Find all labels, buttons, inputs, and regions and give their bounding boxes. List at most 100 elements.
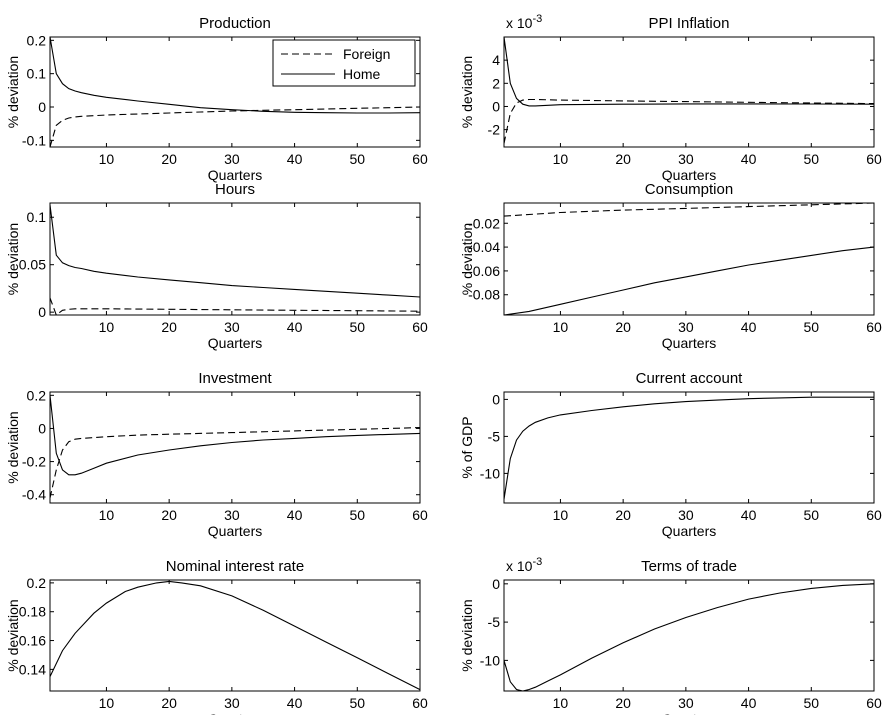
x-tick-label: 40 [287, 695, 303, 711]
y-tick-label: -0.2 [22, 454, 46, 470]
x-tick-label: 50 [349, 319, 365, 335]
x-tick-label: 60 [866, 151, 882, 167]
y-tick-label: -5 [488, 614, 501, 630]
chart-current-account: Current account 10 20 30 40 50 60 -10 -5 0 Quarter… [459, 370, 882, 539]
x-tick-label: 20 [615, 319, 631, 335]
x-tick-label: 50 [349, 151, 365, 167]
x-tick-label: 30 [224, 151, 240, 167]
y-tick-label: -0.04 [468, 239, 500, 255]
y-tick-label: -5 [488, 428, 501, 444]
y-tick-label: -0.02 [468, 215, 500, 231]
chart-investment: Investment 10 20 30 40 50 60 -0.4 -0.2 0 0.2 Quarte… [5, 370, 428, 539]
x-tick-label: 50 [803, 507, 819, 523]
x-tick-label: 40 [741, 151, 757, 167]
legend-label-home: Home [343, 66, 381, 82]
plot-frame [503, 391, 875, 504]
x-tick-label: 60 [866, 695, 882, 711]
x-tick-label: 60 [412, 695, 428, 711]
series-line-solid [504, 246, 874, 315]
legend-label-foreign: Foreign [343, 46, 390, 62]
x-tick-label: 10 [99, 319, 115, 335]
y-tick-label: 0.2 [27, 575, 47, 591]
x-tick-label: 40 [287, 507, 303, 523]
series-line-foreign [50, 106, 420, 147]
y-axis-label: % deviation [459, 56, 475, 128]
chart-ppi-inflation: PPI Inflation 10 20 30 40 50 60 -2 0 2 4 Quarters % … [459, 13, 882, 183]
legend: Foreign Home [272, 39, 416, 87]
x-tick-label: 10 [553, 695, 569, 711]
y-axis-label: % deviation [5, 599, 21, 671]
y-tick-label: 0.05 [19, 257, 46, 273]
x-tick-label: 40 [287, 151, 303, 167]
x-tick-label: 50 [803, 695, 819, 711]
chart-title: Production [199, 15, 271, 32]
y-tick-label: -0.1 [22, 132, 46, 148]
x-tick-label: 20 [161, 507, 177, 523]
y-tick-label: 0.1 [27, 66, 47, 82]
y-tick-label: 0 [492, 576, 500, 592]
y-tick-label: 0 [38, 304, 46, 320]
chart-title: Current account [636, 370, 744, 387]
y-axis-label: % deviation [5, 223, 21, 295]
plot-frame [49, 202, 421, 316]
x-axis-label: Quarters [208, 167, 262, 183]
x-tick-label: 10 [553, 151, 569, 167]
x-tick-label: 20 [615, 695, 631, 711]
x-tick-label: 30 [678, 507, 694, 523]
x-tick-label: 10 [553, 319, 569, 335]
series-line-dashed [50, 427, 420, 499]
x-tick-label: 60 [412, 151, 428, 167]
x-tick-label: 50 [349, 507, 365, 523]
x-axis-label: Quarters [208, 335, 262, 351]
x-tick-label: 50 [349, 695, 365, 711]
x-tick-label: 40 [741, 319, 757, 335]
y-tick-label: -0.4 [22, 487, 46, 503]
y-tick-label: -0.08 [468, 287, 500, 303]
x-tick-label: 30 [224, 319, 240, 335]
y-tick-label: 0 [38, 99, 46, 115]
y-tick-label: 0 [492, 98, 500, 114]
chart-hours: Hours 10 20 30 40 50 60 0 0.05 0.1 Quarters % devia… [5, 181, 428, 351]
chart-title: Terms of trade [641, 558, 737, 575]
exponent-label: x 10-3 [506, 13, 542, 31]
x-tick-label: 60 [412, 319, 428, 335]
x-tick-label: 20 [161, 319, 177, 335]
y-tick-label: 4 [492, 52, 500, 68]
series-line-solid [50, 580, 420, 691]
exponent-power: -3 [532, 13, 542, 25]
x-tick-label: 60 [866, 507, 882, 523]
x-tick-label: 30 [224, 695, 240, 711]
y-tick-label: 0.18 [19, 604, 46, 620]
x-tick-label: 30 [678, 319, 694, 335]
series-line-solid [50, 395, 420, 476]
chart-title: Investment [198, 370, 272, 387]
x-tick-label: 30 [678, 151, 694, 167]
y-tick-label: 0.2 [27, 32, 47, 48]
chart-consumption: Consumption 10 20 30 40 50 60 -0.08 -0.06 -0.04 -0… [459, 181, 882, 351]
x-axis-label: Quarters [662, 167, 716, 183]
y-axis-label: % deviation [459, 223, 475, 295]
x-tick-label: 30 [224, 507, 240, 523]
y-tick-label: -10 [480, 652, 500, 668]
x-tick-label: 20 [615, 151, 631, 167]
series-line-solid [50, 204, 420, 298]
x-tick-label: 40 [741, 695, 757, 711]
x-tick-label: 40 [287, 319, 303, 335]
y-tick-label: 0.1 [27, 209, 47, 225]
series-line-dashed [504, 203, 874, 217]
x-axis-label: Quarters [662, 523, 716, 539]
x-tick-label: 10 [99, 695, 115, 711]
series-line-dashed [50, 297, 420, 315]
x-tick-label: 60 [412, 507, 428, 523]
x-axis-label: Quarters [662, 711, 716, 715]
y-axis-label: % deviation [5, 56, 21, 128]
plot-frame [503, 579, 875, 692]
y-tick-label: 0 [492, 391, 500, 407]
y-axis-label: % deviation [459, 599, 475, 671]
y-tick-label: 0.2 [27, 387, 47, 403]
plot-frame [49, 579, 421, 692]
chart-nominal-interest-rate: Nominal interest rate 10 20 30 40 50 60 0.14 0.1… [5, 558, 428, 715]
chart-production: Production 10 20 30 40 50 60 -0.1 0 0.1 0.2 Quarter… [5, 15, 428, 183]
x-tick-label: 30 [678, 695, 694, 711]
